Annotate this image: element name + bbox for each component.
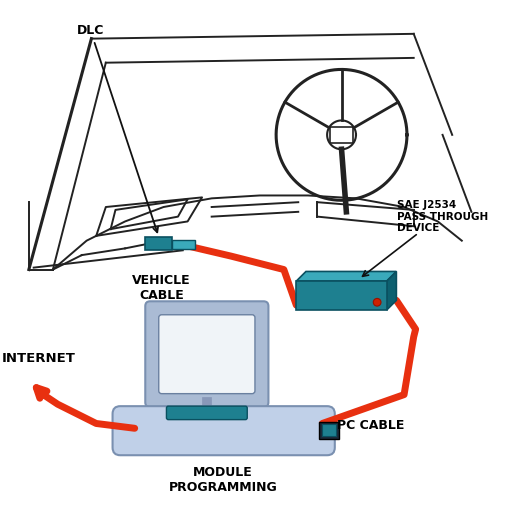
Bar bbox=[172, 240, 195, 249]
Bar bbox=[319, 422, 339, 439]
FancyBboxPatch shape bbox=[145, 301, 269, 407]
Polygon shape bbox=[387, 271, 396, 310]
Ellipse shape bbox=[188, 418, 225, 429]
Bar bbox=[145, 237, 172, 250]
FancyBboxPatch shape bbox=[113, 406, 335, 455]
Polygon shape bbox=[296, 281, 387, 310]
Text: PC CABLE: PC CABLE bbox=[337, 419, 404, 432]
Circle shape bbox=[373, 298, 381, 306]
FancyBboxPatch shape bbox=[176, 422, 238, 433]
Text: SAE J2534
PASS THROUGH
DEVICE: SAE J2534 PASS THROUGH DEVICE bbox=[397, 200, 489, 233]
Polygon shape bbox=[296, 271, 396, 281]
Text: DLC: DLC bbox=[77, 24, 158, 232]
Text: INTERNET: INTERNET bbox=[2, 351, 76, 365]
Bar bbox=[330, 127, 353, 142]
Text: MODULE
PROGRAMMING: MODULE PROGRAMMING bbox=[169, 466, 278, 494]
FancyBboxPatch shape bbox=[159, 315, 255, 394]
Text: VEHICLE
CABLE: VEHICLE CABLE bbox=[132, 275, 191, 302]
Bar bbox=[322, 425, 336, 436]
FancyBboxPatch shape bbox=[167, 406, 247, 420]
